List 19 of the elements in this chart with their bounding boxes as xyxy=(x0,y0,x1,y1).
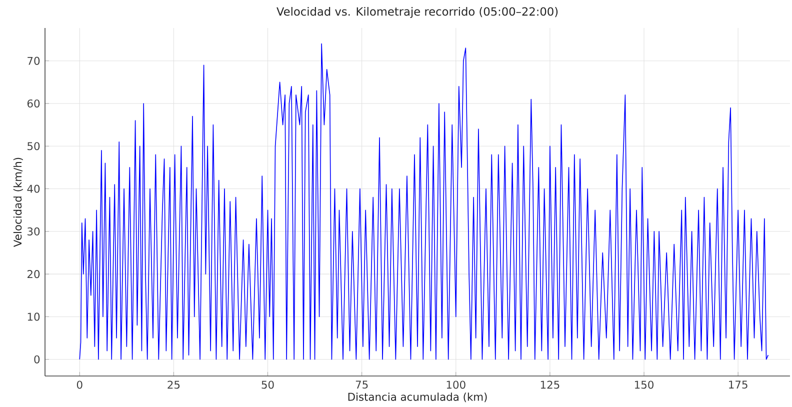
x-tick-label: 50 xyxy=(262,380,274,389)
y-tick-label: 20 xyxy=(28,270,40,278)
x-tick-label: 75 xyxy=(356,380,368,389)
x-tick-label: 150 xyxy=(635,380,654,389)
x-tick-label: 125 xyxy=(540,380,560,389)
y-tick-label: 70 xyxy=(28,57,40,66)
y-tick-label: 10 xyxy=(28,312,40,321)
x-tick-label: 100 xyxy=(446,380,466,389)
y-tick-label: 50 xyxy=(28,142,40,150)
y-tick-label: 60 xyxy=(27,100,40,108)
x-tick-label: 175 xyxy=(729,380,748,389)
x-axis-title: Distancia acumulada (km) xyxy=(348,392,487,402)
y-tick-label: 30 xyxy=(28,228,40,236)
y-axis-title: Velocidad (km/h) xyxy=(13,158,23,248)
y-tick-label: 40 xyxy=(27,184,40,194)
x-tick-label: 0 xyxy=(76,380,82,389)
chart-title: Velocidad vs. Kilometraje recorrido (05:00–22:00) xyxy=(276,7,558,18)
x-tick-label: 25 xyxy=(168,380,180,389)
y-tick-label: 0 xyxy=(34,356,40,364)
